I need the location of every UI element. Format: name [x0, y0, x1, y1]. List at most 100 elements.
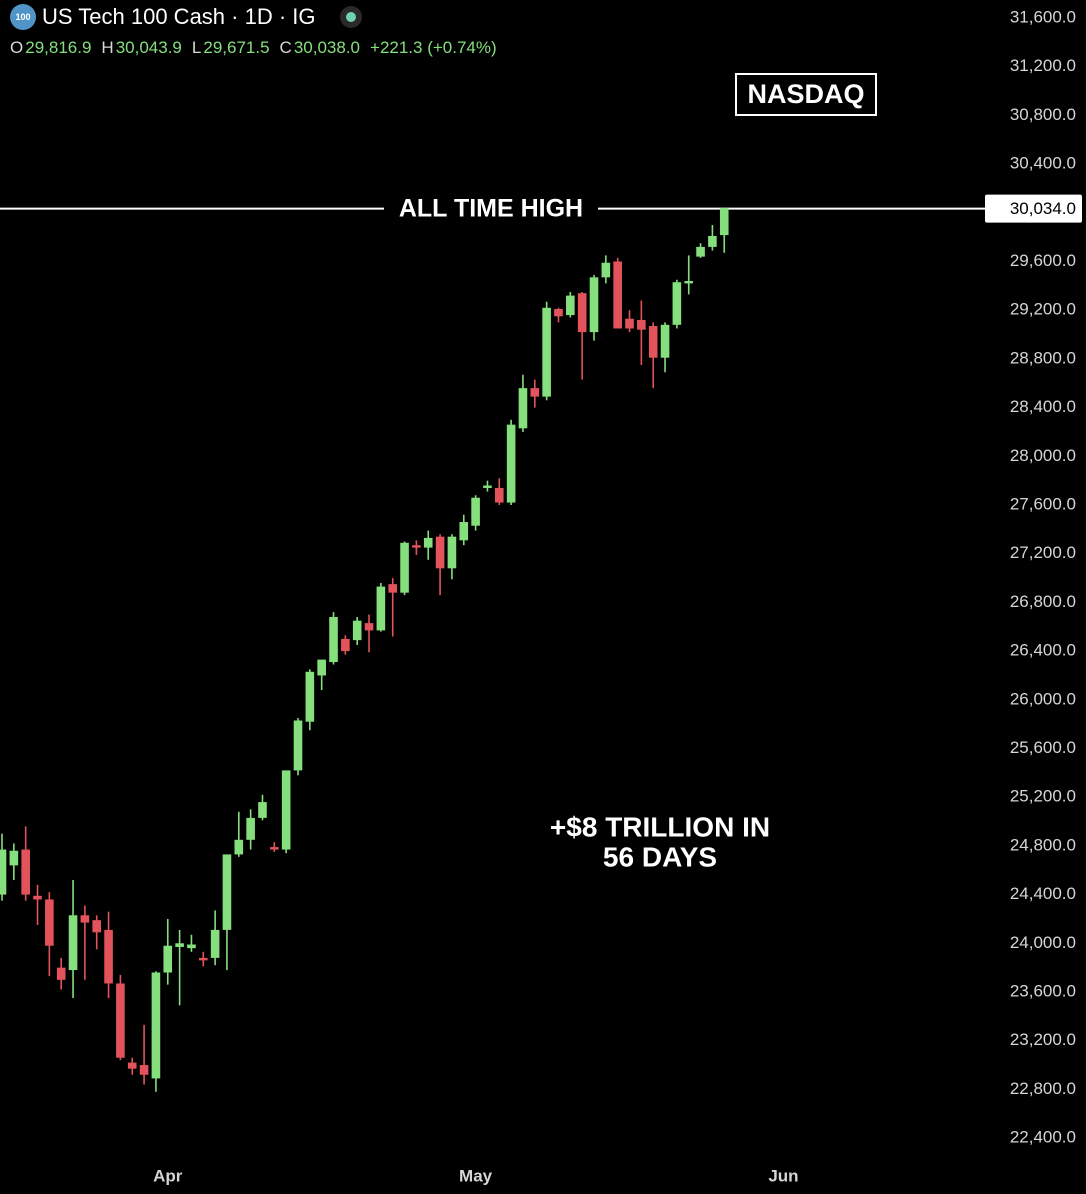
candle-body — [648, 326, 658, 358]
ohlc-key: H — [101, 38, 114, 57]
candle-body — [423, 537, 433, 548]
candle-body — [708, 235, 717, 247]
y-tick-label: 27,200.0 — [1010, 543, 1076, 562]
candle-body — [400, 542, 409, 593]
candle-body — [151, 972, 161, 1079]
candle-body — [187, 944, 196, 949]
ohlc-value: 29,816.9 — [25, 38, 92, 57]
candle-body — [376, 586, 386, 631]
candle-body — [68, 915, 78, 971]
candle-body — [364, 623, 374, 631]
x-tick-label: May — [459, 1166, 493, 1185]
chart-title: US Tech 100 Cash · 1D · IG — [42, 4, 316, 29]
candle-body — [352, 620, 362, 641]
y-tick-label: 28,800.0 — [1010, 348, 1076, 367]
candle-body — [518, 388, 528, 429]
candle-body — [175, 943, 184, 947]
y-tick-label: 31,600.0 — [1010, 8, 1076, 27]
y-tick-label: 28,400.0 — [1010, 397, 1076, 416]
candle-body — [198, 957, 208, 961]
candle-body — [33, 895, 42, 900]
candle-body — [21, 849, 30, 895]
y-tick-label: 26,000.0 — [1010, 689, 1076, 708]
badge: NASDAQ — [747, 79, 864, 109]
candle-body — [459, 522, 469, 541]
y-tick-label: 24,400.0 — [1010, 884, 1076, 903]
annotation: +$8 TRILLION IN — [550, 811, 770, 842]
status-dot — [339, 6, 362, 28]
candle-body — [412, 545, 421, 548]
candle-body — [246, 817, 255, 840]
annotation: 56 DAYS — [603, 841, 717, 872]
candle-body — [684, 280, 694, 284]
candle-body — [601, 262, 611, 278]
candle-body — [554, 308, 563, 317]
y-tick-label: 22,800.0 — [1010, 1079, 1076, 1098]
candle-body — [281, 770, 291, 850]
y-tick-label: 26,800.0 — [1010, 592, 1076, 611]
candle-body — [530, 388, 540, 397]
candle-body — [104, 929, 113, 984]
candle-body — [637, 319, 646, 330]
candle-body — [471, 497, 480, 526]
candle-body — [447, 536, 457, 569]
ohlc-legend: O 29,816.9 H 30,043.9 L 29,671.5 C 30,038.0 +221… — [10, 38, 497, 58]
candle-body — [613, 261, 622, 329]
candle-body — [672, 282, 682, 325]
y-tick-label: 24,800.0 — [1010, 835, 1076, 854]
candle-body — [116, 983, 125, 1058]
y-tick-label: 31,200.0 — [1010, 56, 1076, 75]
candle-body — [127, 1062, 137, 1069]
candle-body — [0, 849, 7, 895]
badge-box — [735, 73, 877, 116]
y-tick-label: 23,600.0 — [1010, 981, 1076, 1000]
ohlc-key: O — [10, 38, 24, 57]
candle-body — [506, 424, 516, 503]
ohlc-value: 29,671.5 — [203, 38, 270, 57]
price-label-box — [985, 194, 1082, 223]
candle-body — [234, 839, 244, 855]
y-tick-label: 30,400.0 — [1010, 154, 1076, 173]
candle-body — [45, 899, 54, 946]
y-tick-label: 25,200.0 — [1010, 787, 1076, 806]
y-tick-label: 22,400.0 — [1010, 1128, 1076, 1147]
candle-body — [483, 485, 492, 488]
ohlc-value: 30,038.0 — [293, 38, 361, 57]
candle-body — [435, 536, 445, 569]
candle-body — [163, 945, 173, 973]
candle-body — [660, 324, 670, 358]
candle-body — [696, 246, 705, 257]
candle-body — [92, 920, 102, 933]
candle-body — [566, 295, 575, 316]
y-tick-label: 24,000.0 — [1010, 933, 1076, 952]
candle-body — [9, 850, 19, 866]
candle-body — [625, 318, 634, 329]
y-tick-label: 29,600.0 — [1010, 251, 1076, 270]
y-tick-label: 30,800.0 — [1010, 105, 1076, 124]
candle-body — [494, 487, 504, 503]
ohlc-key: L — [191, 38, 202, 57]
candle-body — [388, 584, 398, 593]
candle-body — [719, 208, 729, 236]
candle-body — [329, 617, 338, 663]
header: 100 US Tech 100 Cash · 1D · IG — [10, 4, 362, 30]
ohlc-value: 30,043.9 — [115, 38, 182, 57]
y-tick-label: 28,000.0 — [1010, 446, 1076, 465]
candle-body — [589, 277, 599, 333]
candle-body — [258, 802, 267, 818]
x-tick-label: Apr — [153, 1166, 183, 1185]
candle-body — [293, 720, 303, 771]
y-tick-label: 23,200.0 — [1010, 1030, 1076, 1049]
candle-body — [210, 929, 220, 958]
candle-body — [542, 307, 551, 397]
y-tick-label: 25,600.0 — [1010, 738, 1076, 757]
y-tick-label: 29,200.0 — [1010, 300, 1076, 319]
candle-body — [270, 847, 279, 850]
symbol-icon: 100 — [10, 4, 36, 30]
x-tick-label: Jun — [768, 1166, 798, 1185]
candle-body — [305, 671, 315, 722]
price-label: 30,034.0 — [1010, 199, 1076, 218]
y-tick-label: 27,600.0 — [1010, 494, 1076, 513]
